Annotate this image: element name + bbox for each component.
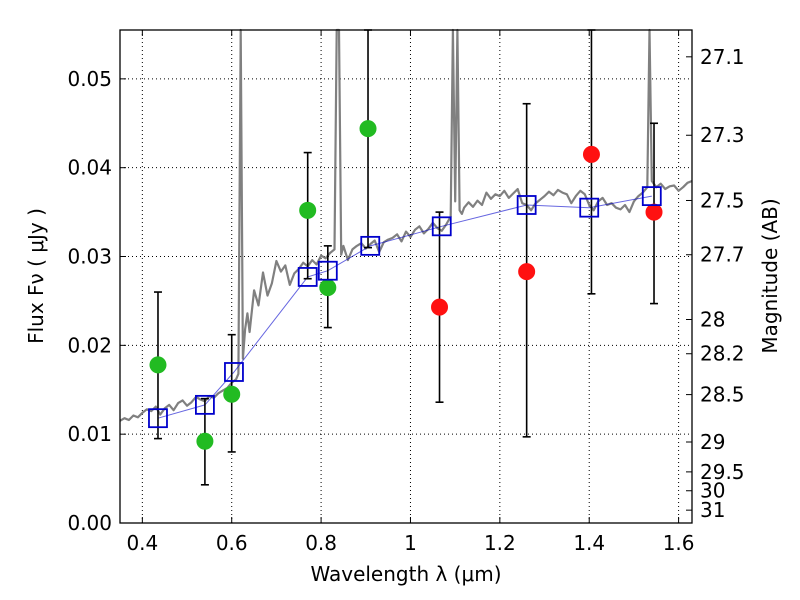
mag-tick-label: 27.1 bbox=[700, 45, 745, 69]
model-photometry-square bbox=[148, 408, 168, 429]
x-tick-label: 0.6 bbox=[216, 531, 248, 555]
y-tick-label: 0.02 bbox=[67, 333, 112, 357]
y-axis-title: Flux Fν ( μJy ) bbox=[24, 208, 48, 344]
hst-photometry-point bbox=[149, 356, 167, 374]
ir-photometry-point bbox=[645, 203, 663, 221]
plot-frame bbox=[119, 29, 693, 524]
hst-photometry-point bbox=[196, 432, 214, 450]
mag-tick-label: 29 bbox=[700, 430, 725, 454]
mag-tick-label: 30 bbox=[700, 479, 725, 503]
model-photometry-square bbox=[224, 362, 244, 382]
y-tick-label: 0.01 bbox=[67, 422, 112, 446]
hst-photometry-point bbox=[319, 279, 337, 297]
mag-tick-label: 27.3 bbox=[700, 123, 745, 147]
mag-tick-label: 28 bbox=[700, 308, 725, 332]
model-photometry-square bbox=[360, 235, 381, 256]
x-axis-title: Wavelength λ (μm) bbox=[310, 562, 501, 586]
model-photometry-line bbox=[157, 195, 652, 419]
mag-tick-label: 29.5 bbox=[700, 460, 745, 484]
x-tick-label: 1 bbox=[404, 531, 417, 555]
mag-tick-label: 28.2 bbox=[700, 342, 745, 366]
y-tick-label: 0.00 bbox=[67, 511, 112, 535]
hst-photometry-point bbox=[299, 201, 317, 219]
hst-photometry-point bbox=[223, 385, 241, 403]
y-tick-label: 0.05 bbox=[67, 67, 112, 91]
model-photometry-square bbox=[297, 267, 318, 287]
mag-tick-label: 27.5 bbox=[700, 188, 745, 212]
mag-tick-label: 27.7 bbox=[700, 243, 745, 267]
x-tick-label: 1.2 bbox=[484, 531, 516, 555]
ir-photometry-point bbox=[582, 145, 600, 163]
grid bbox=[120, 30, 692, 523]
mag-tick-label: 31 bbox=[700, 498, 725, 522]
hst-photometry-point bbox=[359, 120, 377, 138]
model-photometry-square bbox=[317, 260, 338, 281]
model-photometry-square bbox=[431, 216, 452, 237]
x-tick-label: 0.4 bbox=[126, 531, 158, 555]
y-tick-label: 0.04 bbox=[67, 156, 112, 180]
mag-tick-label: 28.5 bbox=[700, 383, 745, 407]
model-photometry-square bbox=[516, 195, 537, 215]
x-tick-label: 1.4 bbox=[573, 531, 605, 555]
x-tick-label: 0.8 bbox=[305, 531, 337, 555]
y-tick-label: 0.03 bbox=[67, 245, 112, 269]
model-photometry-square bbox=[579, 197, 600, 218]
ir-photometry-point bbox=[431, 298, 449, 316]
y2-axis-title: Magnitude (AB) bbox=[758, 198, 782, 353]
ir-photometry-point bbox=[518, 263, 536, 281]
photometry-series bbox=[148, 29, 663, 486]
model-photometry-square bbox=[195, 394, 215, 415]
axes: 0.4 0.6 0.8 1 1.2 1.4 1.6 0.00 0.01 0.02 0.03 0.04 0… bbox=[67, 30, 745, 555]
x-tick-label: 1.6 bbox=[663, 531, 695, 555]
model-spectrum-series bbox=[119, 28, 693, 422]
model-photometry-square bbox=[641, 186, 662, 207]
